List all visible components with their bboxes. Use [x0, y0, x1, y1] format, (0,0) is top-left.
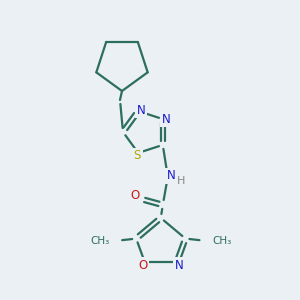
Text: H: H [177, 176, 185, 186]
Text: O: O [130, 189, 140, 203]
Text: N: N [167, 169, 175, 182]
Text: CH₃: CH₃ [212, 236, 232, 246]
Text: N: N [137, 103, 146, 117]
Text: O: O [138, 259, 147, 272]
Text: CH₃: CH₃ [90, 236, 109, 246]
Text: S: S [134, 149, 141, 162]
Text: N: N [161, 112, 170, 126]
Text: N: N [175, 259, 183, 272]
